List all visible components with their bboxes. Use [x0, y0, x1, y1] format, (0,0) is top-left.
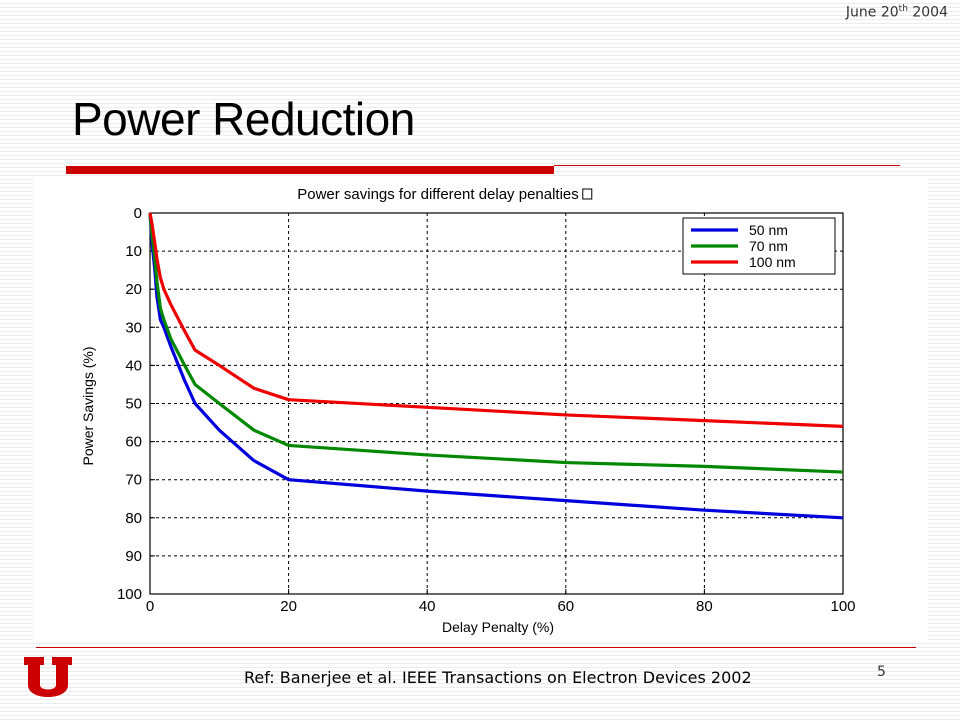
date-ordinal-suffix: th	[898, 4, 908, 14]
y-axis-label: Power Savings (%)	[80, 346, 96, 465]
y-tick-label-6: 60	[125, 434, 142, 451]
title-underline-thin	[554, 165, 900, 166]
footer-divider	[36, 647, 916, 648]
y-tick-label-5: 50	[125, 396, 142, 413]
y-tick-label-0: 0	[134, 205, 142, 222]
chart-container: Power savings for different delay penalt…	[33, 176, 928, 640]
chart-title: Power savings for different delay penalt…	[297, 186, 579, 203]
y-tick-label-1: 10	[125, 243, 142, 260]
legend-label-1: 70 nm	[749, 238, 788, 254]
legend-label-0: 50 nm	[749, 222, 788, 238]
slide-title: Power Reduction	[72, 93, 415, 145]
y-tick-label-9: 90	[125, 548, 142, 565]
y-tick-label-8: 80	[125, 510, 142, 527]
series-line-2	[148, 212, 844, 428]
series-line-1	[148, 212, 844, 474]
x-tick-label-0: 0	[146, 598, 154, 615]
x-tick-label-3: 60	[557, 598, 574, 615]
page-number: 5	[877, 664, 886, 680]
chart-title-box-glyph	[582, 188, 593, 200]
slide-date: June 20th 2004	[845, 4, 948, 21]
y-tick-label-4: 40	[125, 357, 142, 374]
power-savings-chart: Power savings for different delay penalt…	[80, 186, 856, 635]
y-tick-label-7: 70	[125, 472, 142, 489]
x-tick-label-5: 100	[830, 598, 855, 615]
x-tick-label-4: 80	[696, 598, 713, 615]
y-tick-label-2: 20	[125, 281, 142, 298]
y-tick-label-10: 100	[117, 586, 142, 603]
university-u-logo	[24, 657, 72, 697]
x-axis-label: Delay Penalty (%)	[442, 619, 554, 635]
y-tick-label-3: 30	[125, 319, 142, 336]
x-tick-label-2: 40	[419, 598, 436, 615]
title-underline-bar	[66, 166, 554, 174]
reference-citation: Ref: Banerjee et al. IEEE Transactions o…	[244, 668, 752, 687]
x-tick-label-1: 20	[280, 598, 297, 615]
legend-label-2: 100 nm	[749, 254, 796, 270]
